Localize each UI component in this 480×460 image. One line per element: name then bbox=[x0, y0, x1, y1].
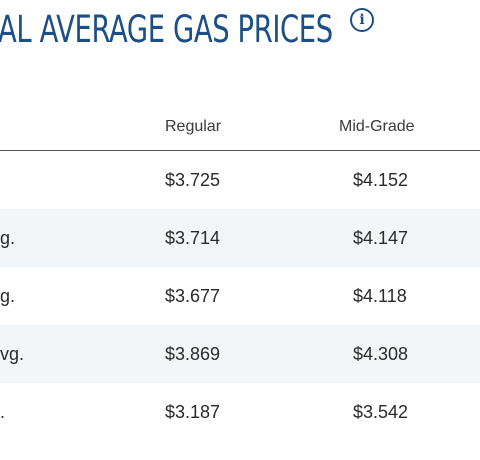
table-header-row: Regular Mid-Grade bbox=[0, 108, 480, 151]
regular-price: $3.677 bbox=[165, 286, 221, 306]
regular-price: $3.187 bbox=[165, 402, 221, 422]
regular-price: $3.869 bbox=[165, 344, 221, 364]
mid-grade-price: $4.152 bbox=[353, 170, 409, 190]
gas-prices-table: Regular Mid-Grade $3.725 $4.152 g. $3.71… bbox=[0, 108, 480, 441]
mid-grade-price: $4.147 bbox=[353, 228, 409, 248]
column-header-regular: Regular bbox=[165, 118, 222, 135]
row-label: vg. bbox=[0, 344, 25, 364]
mid-grade-price: $4.308 bbox=[353, 344, 409, 364]
row-label: g. bbox=[0, 228, 16, 248]
page-title: AL AVERAGE GAS PRICES bbox=[0, 8, 333, 51]
row-label: . bbox=[0, 402, 6, 422]
info-icon[interactable]: i bbox=[350, 8, 374, 32]
column-header-mid-grade: Mid-Grade bbox=[339, 118, 415, 135]
row-label: g. bbox=[0, 286, 16, 306]
regular-price: $3.725 bbox=[165, 170, 221, 190]
table-row: $3.725 $4.152 bbox=[0, 151, 480, 209]
table-row: vg. $3.869 $4.308 bbox=[0, 325, 480, 383]
table-row: g. $3.714 $4.147 bbox=[0, 209, 480, 267]
table-row: . $3.187 $3.542 bbox=[0, 383, 480, 441]
mid-grade-price: $3.542 bbox=[353, 402, 409, 422]
mid-grade-price: $4.118 bbox=[353, 286, 407, 306]
table-row: g. $3.677 $4.118 bbox=[0, 267, 480, 325]
regular-price: $3.714 bbox=[165, 228, 221, 248]
